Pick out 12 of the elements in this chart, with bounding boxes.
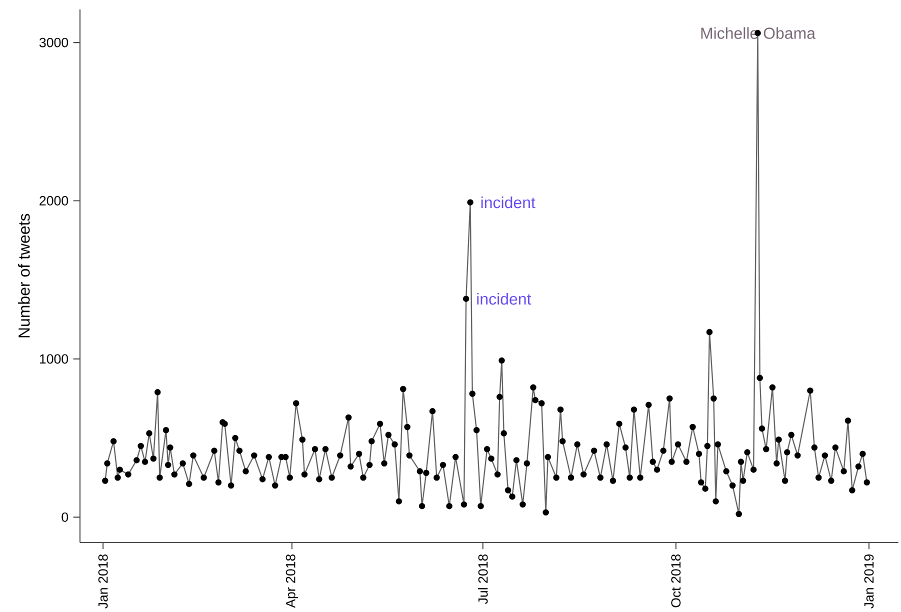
x-tick-label: Oct 2018 — [671, 554, 681, 608]
x-tick-label: Jul 2018 — [478, 554, 488, 604]
y-tick-label: 3000 — [39, 38, 68, 48]
y-axis-title: Number of tweets — [18, 214, 30, 338]
x-tick-label: Apr 2018 — [286, 554, 298, 608]
y-tick-label: 0 — [62, 512, 68, 522]
annotation: incident — [477, 293, 532, 305]
y-tick-label: 2000 — [40, 196, 68, 206]
x-tick-label: Jan 2019 — [864, 554, 874, 609]
y-tick-label: 1000 — [40, 354, 68, 364]
x-tick-label: Jan 2018 — [98, 554, 108, 609]
annotation: incident — [481, 196, 536, 208]
